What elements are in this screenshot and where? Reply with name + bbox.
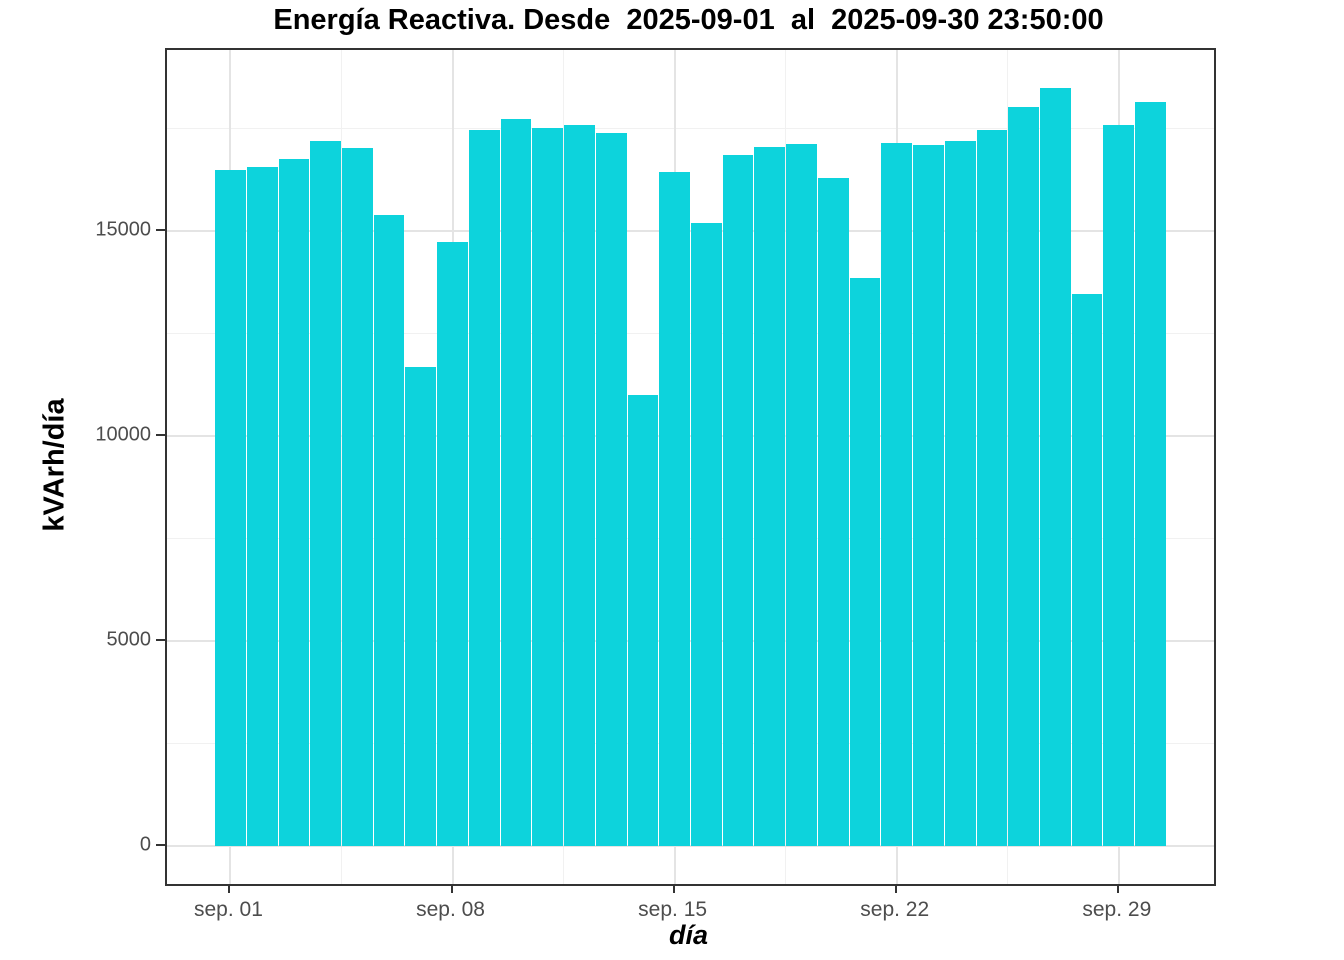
bar-2025-09-11 xyxy=(532,127,564,846)
y-tick xyxy=(156,843,165,846)
bar-2025-09-23 xyxy=(913,145,944,846)
x-tick xyxy=(450,884,453,893)
y-minor-gridline xyxy=(167,742,1214,744)
y-minor-gridline xyxy=(167,128,1214,130)
y-tick xyxy=(156,638,165,641)
chart-title: Energía Reactiva. Desde 2025-09-01 al 20… xyxy=(273,4,1104,36)
y-tick-label: 15000 xyxy=(95,218,151,241)
bar-2025-09-28 xyxy=(1071,293,1103,846)
bar-2025-09-26 xyxy=(1008,106,1039,846)
bar-2025-09-21 xyxy=(849,278,881,846)
bar-2025-09-13 xyxy=(595,132,627,846)
x-tick-label: sep. 08 xyxy=(416,898,485,921)
x-tick-label: sep. 22 xyxy=(860,898,930,921)
y-minor-gridline xyxy=(167,538,1214,539)
x-tick-label: sep. 29 xyxy=(1082,898,1152,921)
bar-2025-09-09 xyxy=(468,130,500,846)
bar-2025-09-27 xyxy=(1040,87,1071,846)
bar-2025-09-10 xyxy=(500,118,532,846)
x-minor-gridline xyxy=(785,50,787,884)
y-tick-label: 0 xyxy=(139,833,151,856)
x-tick xyxy=(1116,884,1119,893)
x-minor-gridline xyxy=(341,50,342,884)
x-axis-title: día xyxy=(668,920,708,950)
bar-2025-09-16 xyxy=(691,222,722,846)
y-major-gridline xyxy=(167,639,1214,642)
bar-2025-09-06 xyxy=(373,215,405,846)
x-tick-label: sep. 01 xyxy=(194,898,263,921)
bar-2025-09-08 xyxy=(437,241,468,846)
bar-2025-09-22 xyxy=(881,142,913,846)
y-major-gridline xyxy=(167,230,1214,233)
y-major-gridline xyxy=(167,844,1214,847)
plot-panel xyxy=(165,48,1216,886)
x-tick xyxy=(894,884,897,893)
x-minor-gridline xyxy=(563,50,565,884)
bar-2025-09-05 xyxy=(342,147,373,846)
bar-2025-09-04 xyxy=(310,140,341,846)
bar-2025-09-30 xyxy=(1135,102,1166,846)
bar-2025-09-29 xyxy=(1103,124,1135,846)
bar-2025-09-07 xyxy=(405,366,437,846)
bar-2025-09-20 xyxy=(817,177,849,846)
y-minor-gridline xyxy=(167,333,1214,335)
x-minor-gridline xyxy=(1007,50,1009,884)
bar-2025-09-14 xyxy=(627,394,659,846)
bar-2025-09-25 xyxy=(976,129,1008,846)
y-tick xyxy=(156,434,165,437)
bar-2025-09-01 xyxy=(215,170,246,846)
x-tick-label: sep. 15 xyxy=(638,898,708,921)
bar-2025-09-19 xyxy=(786,143,817,846)
bar-2025-09-15 xyxy=(659,172,690,846)
x-tick xyxy=(228,884,231,893)
bar-2025-09-17 xyxy=(722,154,754,846)
bar-2025-09-03 xyxy=(278,158,310,846)
x-tick xyxy=(672,884,675,893)
bar-2025-09-12 xyxy=(564,124,595,846)
y-axis-title: kVArh/día xyxy=(38,398,71,532)
bar-2025-09-24 xyxy=(944,140,976,846)
y-tick-label: 10000 xyxy=(95,423,151,446)
bar-2025-09-02 xyxy=(246,167,278,846)
y-tick xyxy=(156,229,165,232)
y-tick-label: 5000 xyxy=(106,628,152,651)
bar-2025-09-18 xyxy=(754,146,786,846)
y-major-gridline xyxy=(167,435,1214,438)
